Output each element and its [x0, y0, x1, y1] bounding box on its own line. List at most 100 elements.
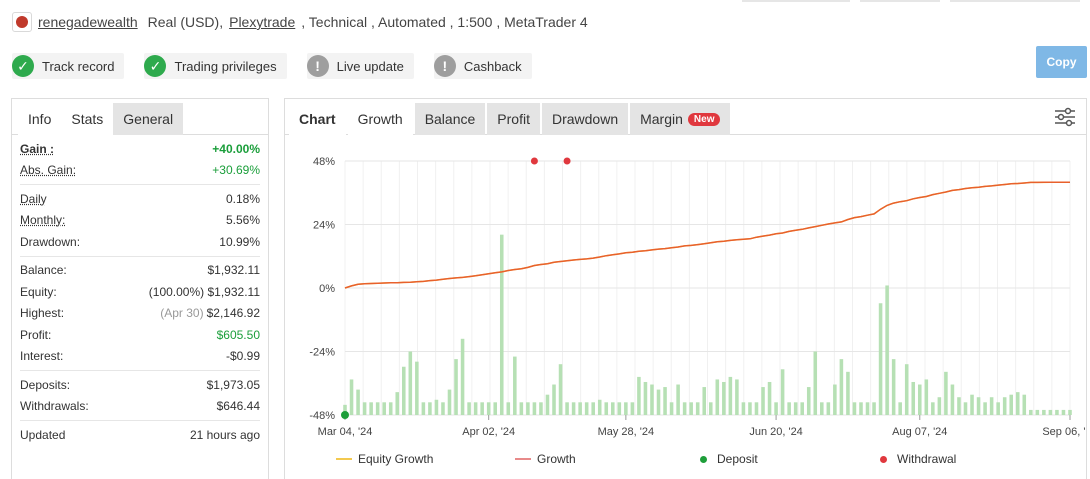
drawdown-value: 10.99%: [219, 234, 260, 249]
drawdown-label: Drawdown:: [20, 234, 81, 249]
badge-live-update[interactable]: ! Live update: [306, 53, 414, 79]
rate-group: Daily 0.18% Monthly: 5.56% Drawdown: 10.…: [20, 185, 260, 257]
growth-bar: [983, 402, 987, 415]
stats-panel: Info Stats General Gain : +40.00% Abs. G…: [11, 98, 269, 479]
updated-label: Updated: [20, 427, 66, 442]
chart-settings-icon[interactable]: [1054, 107, 1076, 127]
deposits-label: Deposits:: [20, 377, 71, 392]
legend-equity-growth[interactable]: Equity Growth: [336, 452, 433, 466]
legend-growth[interactable]: Growth: [515, 452, 576, 466]
stat-row-withdrawals: Withdrawals: $646.44: [20, 396, 260, 418]
badge-cashback[interactable]: ! Cashback: [433, 53, 532, 79]
legend-label: Withdrawal: [897, 452, 957, 466]
stat-row-gain: Gain : +40.00%: [20, 138, 260, 160]
growth-bar: [1068, 409, 1072, 415]
growth-bar: [584, 402, 589, 415]
tab-general[interactable]: General: [113, 103, 184, 135]
legend-swatch: [700, 455, 707, 463]
tab-balance[interactable]: Balance: [414, 103, 486, 135]
growth-bar: [996, 402, 1000, 415]
growth-bar: [349, 379, 354, 415]
deposit-marker: [341, 411, 349, 419]
abs-gain-label[interactable]: Abs. Gain:: [20, 163, 77, 178]
stat-row-abs-gain: Abs. Gain: +30.69%: [20, 160, 260, 182]
growth-bar: [741, 402, 746, 415]
tab-margin[interactable]: Margin New: [630, 103, 731, 135]
legend-label: Growth: [537, 452, 576, 466]
growth-bar: [375, 402, 380, 415]
legend-deposit[interactable]: Deposit: [700, 452, 758, 466]
legend-withdrawal[interactable]: Withdrawal: [880, 452, 956, 466]
growth-bar: [1029, 409, 1033, 415]
daily-label[interactable]: Daily: [20, 191, 47, 206]
chart-bars: [343, 234, 1072, 415]
growth-bar: [676, 384, 680, 415]
account-details: , Technical , Automated , 1:500 , MetaTr…: [301, 14, 588, 30]
growth-bar: [388, 402, 393, 415]
growth-bar: [976, 397, 981, 415]
updated-value: 21 hours ago: [189, 427, 260, 442]
growth-bar: [735, 379, 739, 415]
growth-bar: [617, 402, 622, 415]
badge-label: Live update: [336, 58, 404, 74]
gain-label[interactable]: Gain :: [20, 141, 55, 156]
highest-date: (Apr 30): [160, 306, 204, 321]
copy-button[interactable]: Copy: [1036, 46, 1087, 78]
broker-link[interactable]: Plexytrade: [229, 14, 296, 30]
growth-bar: [813, 351, 818, 415]
tab-stats[interactable]: Stats: [61, 103, 114, 135]
legend-swatch: [515, 458, 531, 460]
growth-bar: [611, 402, 615, 415]
y-tick-label: 0%: [319, 283, 335, 295]
stat-row-drawdown: Drawdown: 10.99%: [20, 231, 260, 253]
growth-bar: [708, 402, 713, 415]
chart-tabs: Chart Growth Balance Profit Drawdown Mar…: [285, 99, 1086, 135]
growth-bar: [343, 404, 347, 415]
tab-drawdown[interactable]: Drawdown: [541, 103, 629, 135]
growth-bar: [780, 369, 785, 415]
growth-bar: [1042, 409, 1046, 415]
tab-info[interactable]: Info: [18, 103, 62, 135]
growth-bar: [911, 381, 916, 415]
stat-row-profit: Profit: $605.50: [20, 324, 260, 346]
stat-row-interest: Interest: -$0.99: [20, 346, 260, 368]
growth-bar: [447, 389, 452, 415]
growth-bar: [970, 394, 974, 415]
x-tick-label: May 28, '24: [598, 426, 655, 438]
growth-bar: [931, 402, 935, 415]
growth-bar: [898, 402, 902, 415]
x-axis: Mar 04, '24 Apr 02, '24 May 28, '24 Jun 20,…: [318, 415, 1085, 438]
badge-trading-privileges[interactable]: ✓ Trading privileges: [144, 53, 287, 79]
growth-bar: [891, 359, 896, 415]
growth-bar: [402, 366, 406, 415]
legend-label: Deposit: [717, 452, 758, 466]
growth-bar: [761, 387, 765, 415]
growth-bar: [421, 402, 426, 415]
stats-list: Gain : +40.00% Abs. Gain: +30.69% Daily …: [12, 135, 268, 449]
top-strip: [0, 0, 1090, 3]
balance-group: Balance: $1,932.11 Equity: (100.00%) $1,…: [20, 257, 260, 371]
growth-bar: [1002, 397, 1007, 415]
growth-bar: [728, 376, 733, 415]
username-link[interactable]: renegadewealth: [38, 14, 138, 30]
growth-bar: [473, 402, 478, 415]
growth-bar: [428, 402, 432, 415]
growth-bar: [885, 285, 889, 415]
monthly-label[interactable]: Monthly:: [20, 213, 66, 228]
growth-bar: [526, 402, 530, 415]
growth-bar: [597, 399, 602, 415]
tab-growth[interactable]: Growth: [347, 103, 413, 135]
growth-bar: [944, 371, 948, 415]
growth-bar: [499, 234, 504, 415]
growth-bar: [957, 397, 961, 415]
growth-bar: [558, 364, 563, 415]
tab-profit[interactable]: Profit: [487, 103, 540, 135]
cashflow-group: Deposits: $1,973.05 Withdrawals: $646.44: [20, 371, 260, 421]
stat-row-monthly: Monthly: 5.56%: [20, 210, 260, 232]
growth-bar: [434, 399, 439, 415]
stat-row-daily: Daily 0.18%: [20, 188, 260, 210]
growth-bar: [591, 402, 595, 415]
badge-track-record[interactable]: ✓ Track record: [12, 53, 125, 79]
growth-bar: [722, 381, 726, 415]
growth-bar: [695, 402, 700, 415]
